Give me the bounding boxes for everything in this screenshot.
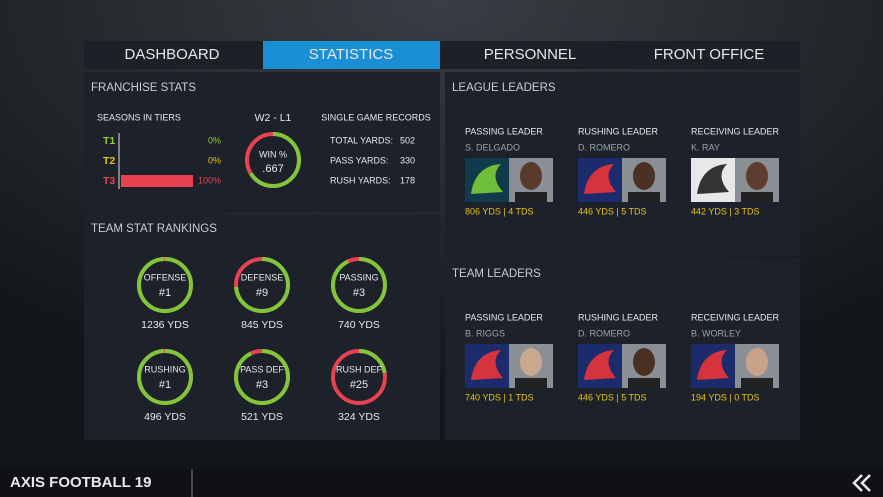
section-title: LEAGUE LEADERS — [452, 82, 556, 94]
tier-label: T1 — [103, 135, 115, 147]
panel — [84, 72, 440, 212]
rank-yards: 740 YDS — [338, 319, 380, 331]
ring — [137, 349, 193, 405]
ring — [234, 257, 290, 313]
rank-label: OFFENSE — [144, 272, 187, 282]
face — [520, 162, 542, 190]
ring — [331, 349, 387, 405]
leader-stats: 446 YDS | 5 TDS — [578, 392, 647, 402]
record-label: TOTAL YARDS: — [330, 135, 393, 145]
tier-pct: 100% — [198, 175, 221, 185]
leader-stats: 806 YDS | 4 TDS — [465, 206, 534, 216]
leader-name: K. RAY — [691, 142, 720, 152]
tab-bar — [84, 41, 800, 69]
rank-label: PASSING — [339, 272, 378, 282]
leader-name: B. WORLEY — [691, 328, 741, 338]
face — [746, 162, 768, 190]
logo-shape — [471, 350, 503, 380]
leader-title: PASSING LEADER — [465, 312, 543, 322]
face — [746, 348, 768, 376]
win-pct: .667 — [262, 163, 283, 175]
logo-shape — [471, 164, 503, 194]
face — [633, 162, 655, 190]
shoulders — [741, 192, 773, 202]
tier-label: T2 — [103, 155, 115, 167]
record: W2 - L1 — [255, 112, 292, 124]
rank: #9 — [256, 287, 268, 299]
rank: #1 — [159, 287, 171, 299]
tier-pct: 0% — [208, 135, 221, 145]
shoulders — [515, 192, 547, 202]
logo-shape — [697, 164, 729, 194]
record-value: 502 — [400, 135, 415, 145]
rank-label: RUSH DEF — [336, 364, 383, 374]
sub-title: SEASONS IN TIERS — [97, 112, 181, 122]
leader-name: D. ROMERO — [578, 142, 630, 152]
game-title: AXIS FOOTBALL 19 — [10, 474, 151, 491]
tier-bar — [121, 175, 193, 187]
face — [520, 348, 542, 376]
rank-yards: 324 YDS — [338, 411, 380, 423]
shoulders — [628, 378, 660, 388]
section-title: FRANCHISE STATS — [91, 82, 196, 94]
rank-yards: 1236 YDS — [141, 319, 189, 331]
leader-title: RUSHING LEADER — [578, 312, 659, 322]
face — [633, 348, 655, 376]
ring — [234, 349, 290, 405]
tab[interactable]: PERSONNEL — [484, 46, 577, 63]
rank: #1 — [159, 379, 171, 391]
rank-label: RUSHING — [144, 364, 186, 374]
ring — [137, 257, 193, 313]
rank-label: DEFENSE — [241, 272, 284, 282]
leader-stats: 442 YDS | 3 TDS — [691, 206, 760, 216]
shoulders — [741, 378, 773, 388]
leader-title: PASSING LEADER — [465, 126, 543, 136]
leader-name: S. DELGADO — [465, 142, 520, 152]
rank-yards: 496 YDS — [144, 411, 186, 423]
rank: #3 — [256, 379, 268, 391]
back-button[interactable] — [852, 474, 871, 492]
leader-title: RECEIVING LEADER — [691, 312, 780, 322]
shoulders — [515, 378, 547, 388]
record-value: 178 — [400, 175, 415, 185]
section-title: TEAM STAT RANKINGS — [91, 223, 217, 235]
record-label: PASS YARDS: — [330, 155, 389, 165]
logo-shape — [584, 164, 616, 194]
leader-stats: 194 YDS | 0 TDS — [691, 392, 760, 402]
tier-label: T3 — [103, 175, 115, 187]
record-value: 330 — [400, 155, 415, 165]
leader-title: RECEIVING LEADER — [691, 126, 780, 136]
tab[interactable]: FRONT OFFICE — [654, 46, 765, 63]
section-title: TEAM LEADERS — [452, 268, 541, 280]
leader-stats: 446 YDS | 5 TDS — [578, 206, 647, 216]
rank-label: PASS DEF — [240, 364, 284, 374]
footer-bar — [0, 469, 883, 497]
rank: #3 — [353, 287, 365, 299]
ring — [245, 132, 301, 188]
sub-title: SINGLE GAME RECORDS — [321, 112, 431, 122]
ring — [331, 257, 387, 313]
rank-yards: 521 YDS — [241, 411, 283, 423]
tab-active — [263, 41, 440, 69]
shoulders — [628, 192, 660, 202]
leader-stats: 740 YDS | 1 TDS — [465, 392, 534, 402]
win-pct-label: WIN % — [259, 149, 287, 159]
logo-shape — [584, 350, 616, 380]
leader-name: B. RIGGS — [465, 328, 505, 338]
record-label: RUSH YARDS: — [330, 175, 391, 185]
logo-shape — [697, 350, 729, 380]
leader-name: D. ROMERO — [578, 328, 630, 338]
tab[interactable]: DASHBOARD — [124, 46, 219, 63]
leader-title: RUSHING LEADER — [578, 126, 659, 136]
tab[interactable]: STATISTICS — [309, 46, 393, 63]
tier-pct: 0% — [208, 155, 221, 165]
rank: #25 — [350, 379, 368, 391]
rank-yards: 845 YDS — [241, 319, 283, 331]
